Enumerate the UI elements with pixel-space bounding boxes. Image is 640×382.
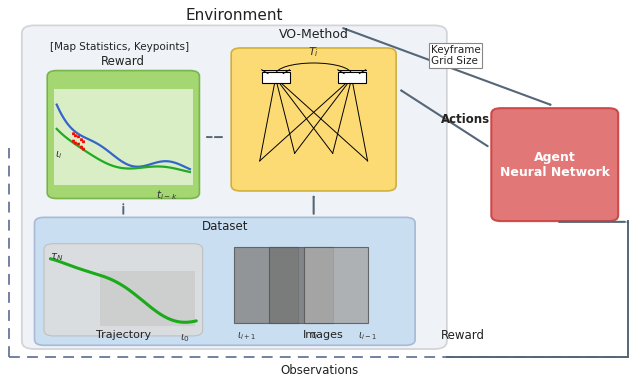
- Text: Reward: Reward: [440, 329, 484, 342]
- Text: Environment: Environment: [186, 8, 283, 23]
- FancyBboxPatch shape: [231, 48, 396, 191]
- Text: Observations: Observations: [281, 364, 359, 377]
- FancyBboxPatch shape: [269, 248, 333, 323]
- Text: Keyframe
Grid Size: Keyframe Grid Size: [431, 45, 481, 66]
- Text: Agent
Neural Network: Agent Neural Network: [500, 151, 610, 179]
- Text: Images: Images: [303, 330, 344, 340]
- FancyBboxPatch shape: [22, 25, 447, 349]
- Text: VO-Method: VO-Method: [278, 28, 349, 41]
- Text: $\tau_i$: $\tau_i$: [308, 330, 319, 342]
- FancyBboxPatch shape: [35, 217, 415, 345]
- FancyBboxPatch shape: [234, 248, 298, 323]
- Text: $\iota_{i-1}$: $\iota_{i-1}$: [358, 330, 377, 342]
- Text: $\tau_N$: $\tau_N$: [51, 251, 64, 263]
- Text: $t_{i-k}$: $t_{i-k}$: [156, 188, 177, 202]
- Text: Actions: Actions: [440, 113, 490, 126]
- FancyBboxPatch shape: [44, 244, 203, 336]
- Text: $\iota_{i+1}$: $\iota_{i+1}$: [237, 330, 257, 342]
- FancyBboxPatch shape: [492, 108, 618, 221]
- FancyBboxPatch shape: [262, 72, 289, 83]
- FancyBboxPatch shape: [54, 89, 193, 185]
- Bar: [100, 271, 195, 327]
- FancyBboxPatch shape: [304, 248, 367, 323]
- Text: $T_i$: $T_i$: [308, 45, 319, 58]
- Text: Trajectory: Trajectory: [96, 330, 151, 340]
- Text: $\iota_i$: $\iota_i$: [55, 149, 62, 161]
- Text: Reward: Reward: [101, 55, 145, 68]
- Text: Dataset: Dataset: [202, 220, 248, 233]
- Text: [Map Statistics, Keypoints]: [Map Statistics, Keypoints]: [51, 42, 189, 52]
- Text: $\iota_0$: $\iota_0$: [180, 332, 190, 344]
- FancyBboxPatch shape: [47, 71, 200, 199]
- FancyBboxPatch shape: [338, 72, 365, 83]
